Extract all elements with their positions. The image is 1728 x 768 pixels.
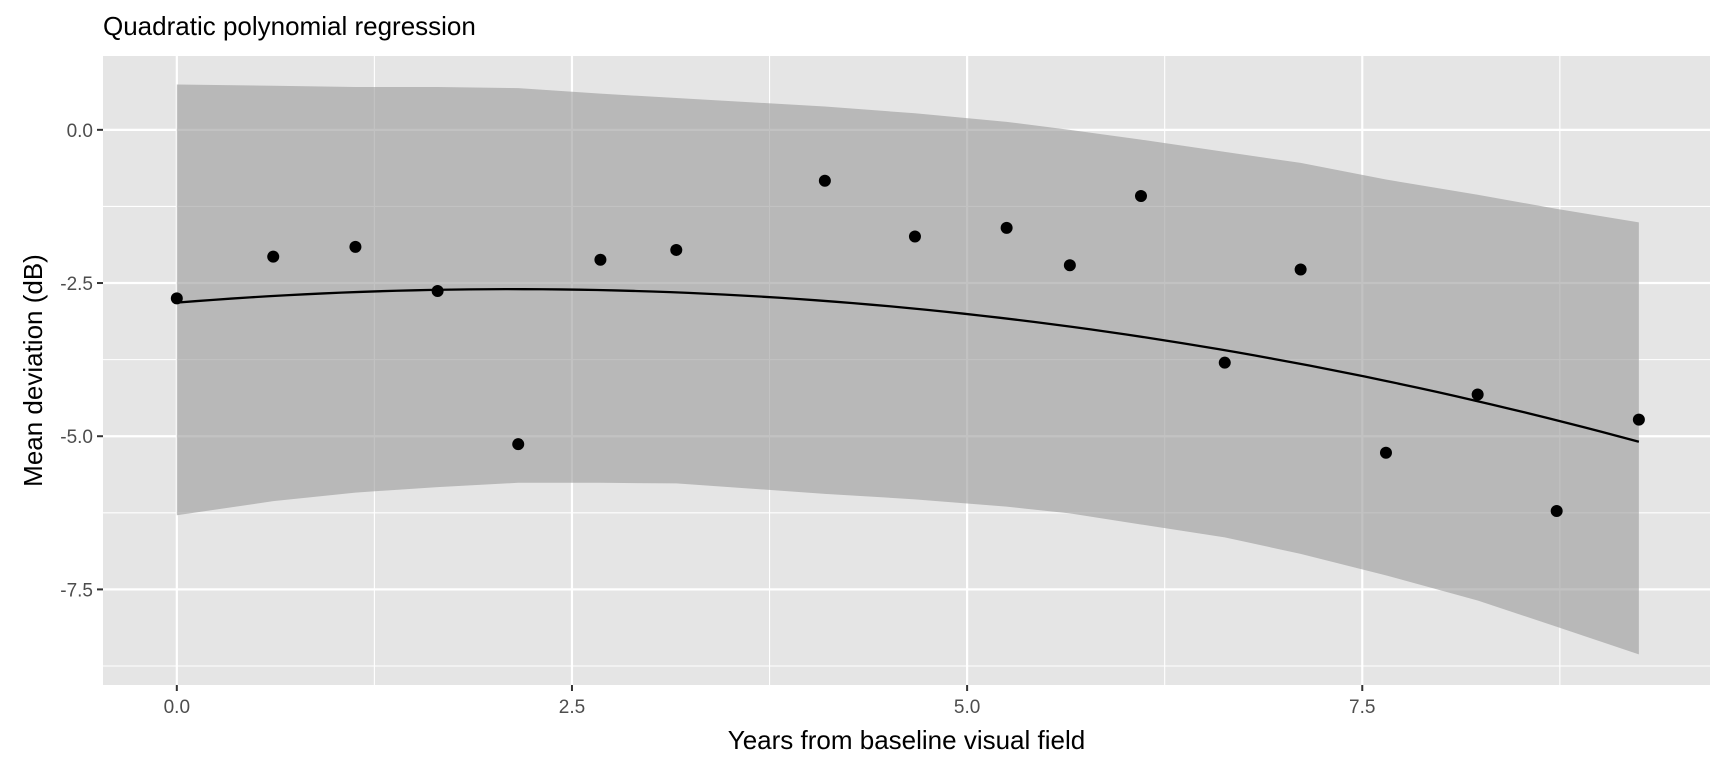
y-tick-label: -7.5 — [60, 580, 93, 601]
data-point — [170, 292, 183, 305]
fit-line — [176, 288, 1640, 443]
y-axis-title: Mean deviation (dB) — [18, 254, 48, 487]
x-axis: 0.0 2.5 5.0 7.5 — [164, 685, 1375, 718]
data-point — [512, 438, 525, 451]
data-point — [1379, 446, 1392, 459]
data-point — [1134, 190, 1147, 203]
data-point — [1218, 356, 1231, 369]
x-tick-label: 2.5 — [559, 697, 585, 718]
data-point — [1550, 504, 1563, 517]
y-tick-label: -2.5 — [60, 274, 93, 295]
y-tick-label: -5.0 — [60, 427, 93, 448]
x-tick-label: 5.0 — [954, 697, 980, 718]
data-point — [267, 250, 280, 263]
data-point — [670, 243, 683, 256]
y-axis: 0.0 -2.5 -5.0 -7.5 — [60, 121, 103, 601]
data-point — [1471, 388, 1484, 401]
x-tick-label: 0.0 — [164, 697, 190, 718]
chart-title: Quadratic polynomial regression — [103, 11, 476, 41]
confidence-band — [176, 84, 1639, 655]
data-point — [349, 240, 362, 253]
data-point — [431, 284, 444, 297]
data-point — [1294, 263, 1307, 276]
data-point — [908, 230, 921, 243]
data-point — [1063, 259, 1076, 272]
y-tick-label: 0.0 — [67, 121, 93, 142]
x-tick-label: 7.5 — [1349, 697, 1375, 718]
data-points — [170, 174, 1645, 517]
x-axis-title: Years from baseline visual field — [728, 725, 1085, 755]
data-point — [818, 174, 831, 187]
data-point — [1000, 221, 1013, 234]
data-point — [1632, 413, 1645, 426]
data-point — [594, 253, 607, 266]
